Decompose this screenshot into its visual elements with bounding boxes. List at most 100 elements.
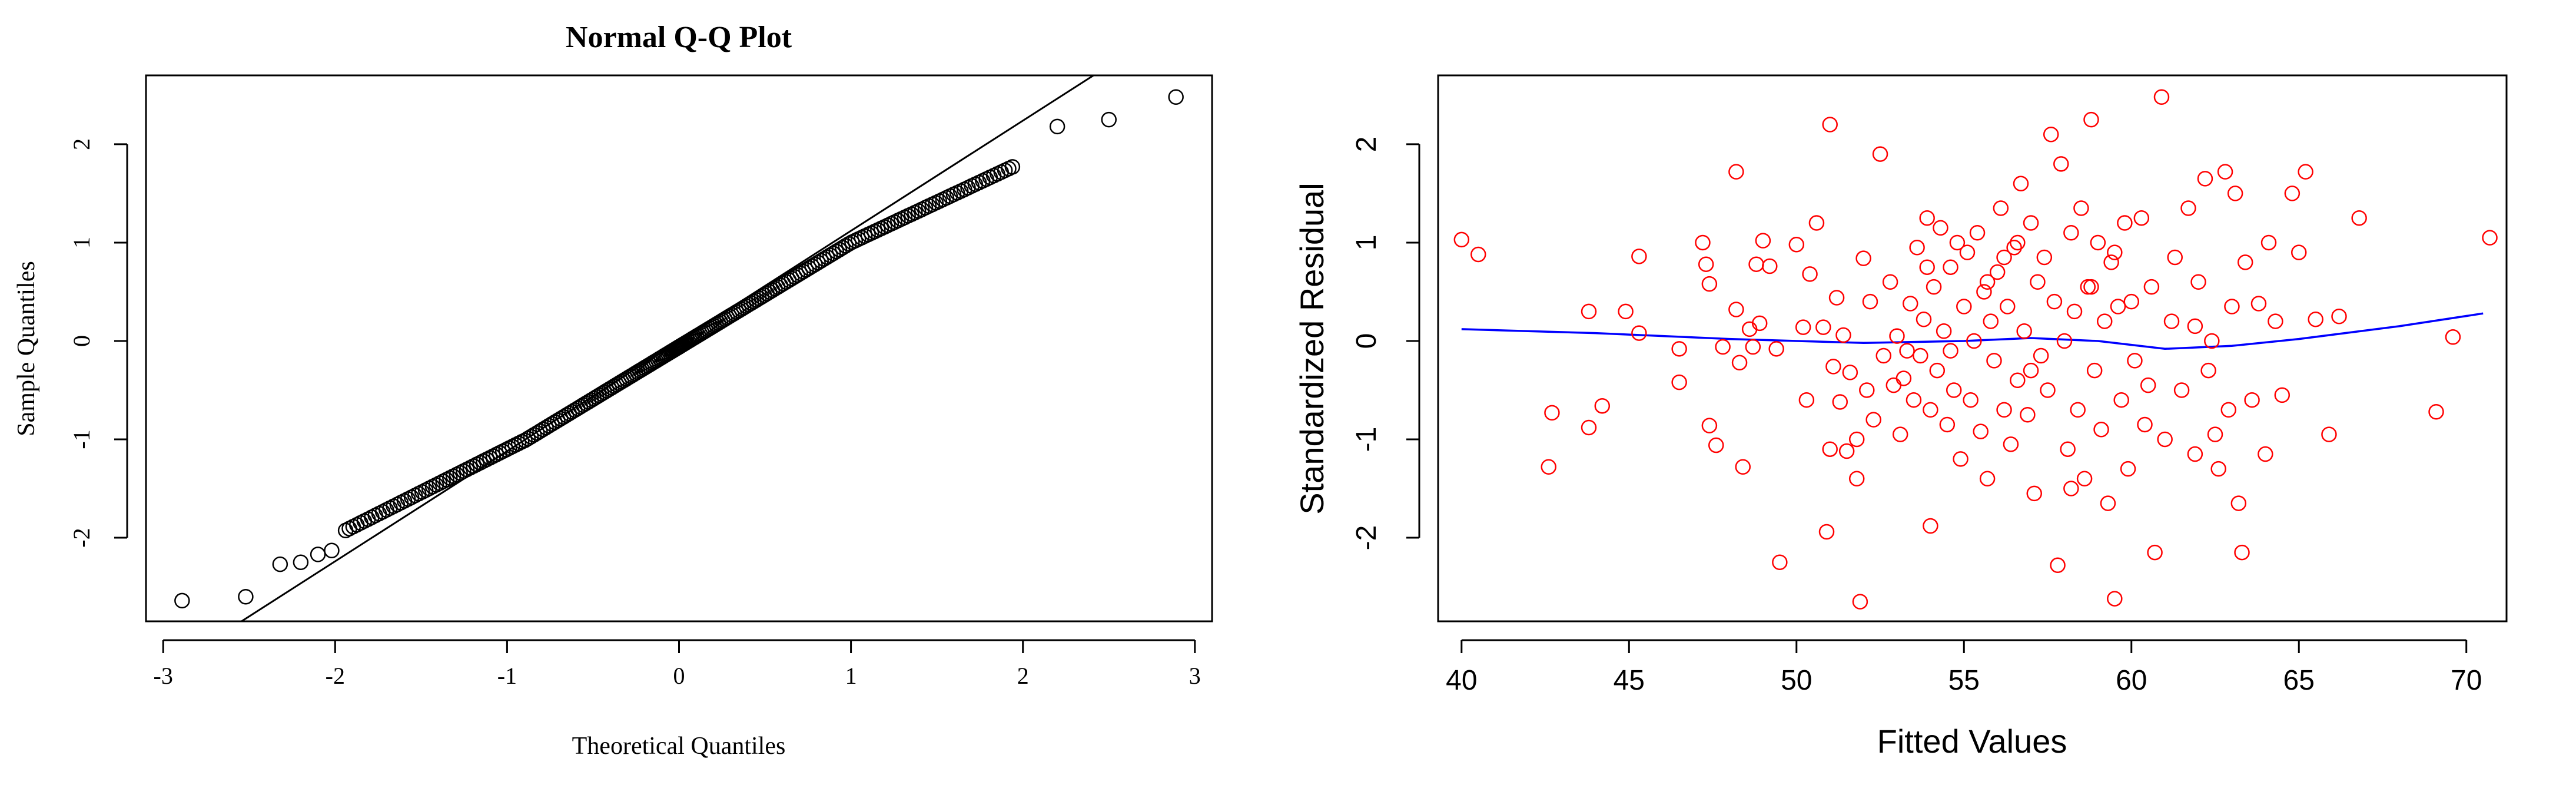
residual-point bbox=[2250, 296, 2267, 312]
residual-point bbox=[1933, 220, 1948, 236]
residual-x-tick-label: 40 bbox=[1446, 665, 1477, 696]
residual-point bbox=[2268, 313, 2283, 329]
qq-plot: Normal Q-Q Plot -3 -2 -1 0 1 2 3 -2 -1 0 1 2 Theor… bbox=[13, 21, 1213, 760]
residual-point bbox=[1926, 279, 1942, 295]
residual-x-tick-label: 65 bbox=[2283, 665, 2315, 696]
residual-point bbox=[2244, 392, 2260, 408]
residual-point bbox=[1594, 398, 1611, 414]
residual-point bbox=[2157, 431, 2173, 448]
residual-point bbox=[1832, 394, 1848, 410]
residual-point bbox=[1581, 303, 1597, 320]
residual-point bbox=[2482, 230, 2498, 246]
residual-point bbox=[1631, 249, 1647, 264]
residual-point bbox=[2010, 372, 2026, 389]
residual-point bbox=[2237, 254, 2253, 270]
residual-point bbox=[1979, 274, 1996, 290]
residual-point bbox=[2050, 557, 2066, 574]
residual-point bbox=[2043, 126, 2059, 143]
qq-point bbox=[310, 547, 326, 562]
residual-point bbox=[2023, 215, 2039, 231]
residual-point bbox=[2200, 362, 2216, 379]
residual-point bbox=[2020, 406, 2036, 423]
residual-point bbox=[2428, 403, 2444, 420]
qq-y-axis: -2 -1 0 1 2 bbox=[68, 138, 128, 548]
residual-point bbox=[2180, 200, 2196, 216]
residual-point bbox=[2187, 318, 2203, 335]
residual-point bbox=[2308, 311, 2323, 327]
residual-point bbox=[1788, 237, 1805, 253]
residual-point bbox=[1701, 276, 1718, 292]
qq-x-tick-label: -2 bbox=[326, 663, 345, 689]
residual-point bbox=[2173, 382, 2190, 398]
residual-point bbox=[2063, 481, 2079, 496]
residual-point bbox=[1983, 313, 1999, 329]
residual-point bbox=[2093, 422, 2109, 438]
residual-smooth-path bbox=[1461, 312, 2484, 350]
residual-point bbox=[1701, 418, 1718, 433]
residual-point bbox=[1453, 231, 1470, 248]
residual-point bbox=[1808, 215, 1825, 231]
residual-point bbox=[1855, 250, 1871, 266]
residual-point bbox=[2217, 164, 2233, 180]
residual-point bbox=[1979, 471, 1996, 487]
residual-point bbox=[1923, 518, 1938, 534]
residual-point bbox=[2187, 446, 2203, 462]
residual-point bbox=[1802, 266, 1818, 282]
residual-point bbox=[1825, 359, 1841, 375]
residual-point bbox=[2080, 279, 2096, 295]
residual-point bbox=[1748, 256, 1764, 272]
residual-point bbox=[2220, 402, 2237, 418]
residual-point bbox=[1956, 299, 1972, 314]
residual-point bbox=[1976, 284, 1992, 300]
residual-point bbox=[1698, 256, 1714, 272]
qq-x-tick-label: 1 bbox=[845, 663, 857, 689]
residual-point bbox=[1852, 594, 1868, 610]
residual-point bbox=[2153, 89, 2170, 105]
residual-point bbox=[1581, 419, 1597, 436]
residual-point bbox=[1741, 321, 1758, 337]
residual-y-tick-label: 2 bbox=[1351, 137, 1382, 153]
residual-point bbox=[2066, 303, 2083, 320]
residual-point bbox=[2147, 544, 2163, 561]
residual-point bbox=[1875, 347, 1891, 364]
residual-x-tick-label: 60 bbox=[2116, 665, 2147, 696]
residual-point bbox=[1919, 210, 1935, 226]
residual-point bbox=[1946, 382, 1962, 398]
residual-point bbox=[1865, 412, 1881, 428]
residual-point bbox=[1943, 343, 1958, 359]
residual-point bbox=[1768, 341, 1784, 357]
residual-point bbox=[1470, 246, 1486, 263]
residual-point bbox=[1772, 554, 1788, 571]
residual-point bbox=[1943, 259, 1958, 275]
residual-point bbox=[2351, 210, 2367, 226]
residual-smooth-line bbox=[1461, 312, 2484, 350]
residual-point bbox=[1936, 323, 1952, 339]
residual-y-tick-label: -2 bbox=[1351, 525, 1382, 551]
residual-point bbox=[2133, 210, 2150, 226]
residual-point bbox=[1966, 333, 1982, 349]
residual-point bbox=[1882, 274, 1898, 290]
residual-point bbox=[1848, 431, 1865, 448]
residual-point bbox=[1828, 290, 1845, 306]
qq-x-axis-label: Theoretical Quantiles bbox=[572, 733, 786, 760]
residual-point bbox=[1671, 341, 1687, 357]
residual-point bbox=[1835, 327, 1851, 343]
residual-point bbox=[1751, 315, 1768, 332]
residual-y-tick-label: 1 bbox=[1351, 235, 1382, 251]
residual-point bbox=[1996, 249, 2012, 266]
residual-point bbox=[1842, 365, 1858, 380]
residual-plot: 40 45 50 55 60 65 70 -2 -1 0 1 2 Fitted Values Sta… bbox=[1293, 74, 2508, 760]
residual-point bbox=[1996, 402, 2012, 418]
residual-point bbox=[2090, 234, 2106, 251]
qq-x-tick-label: 0 bbox=[673, 663, 685, 689]
qq-point bbox=[1168, 89, 1184, 105]
residual-point bbox=[2003, 436, 2019, 452]
residual-point bbox=[1923, 402, 1938, 418]
residual-point bbox=[1671, 374, 1687, 390]
residual-point bbox=[1902, 296, 1918, 312]
residual-point bbox=[2290, 244, 2307, 260]
residual-point bbox=[2006, 240, 2022, 256]
residual-point bbox=[1745, 339, 1761, 355]
residual-point bbox=[1909, 240, 1925, 256]
residual-point bbox=[2331, 308, 2347, 325]
